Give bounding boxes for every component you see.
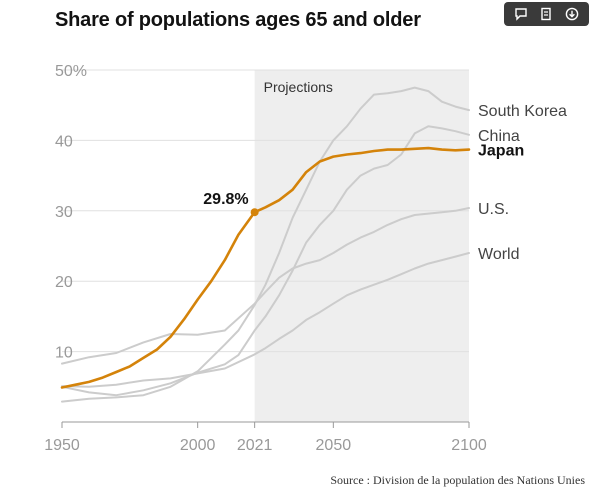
series-line-world — [61, 252, 470, 388]
series-label-japan: Japan — [478, 143, 524, 160]
x-tick-label-1950: 1950 — [44, 437, 80, 454]
document-icon[interactable] — [536, 4, 556, 24]
y-tick-label-40: 40 — [55, 133, 73, 150]
series-label-south-korea: South Korea — [478, 103, 567, 120]
y-tick-label-10: 10 — [55, 345, 73, 362]
x-tick-label-2050: 2050 — [316, 437, 352, 454]
projection-band — [254, 70, 469, 422]
series-line-south-korea — [61, 86, 470, 403]
annotation-label: 29.8% — [203, 191, 248, 208]
chart-title: Share of populations ages 65 and older — [55, 9, 421, 31]
series-line-u-s — [61, 207, 470, 365]
series-label-world: World — [478, 246, 520, 263]
series-label-china: China — [478, 128, 520, 145]
projection-label: Projections — [264, 79, 333, 95]
annotation-point — [250, 208, 259, 217]
x-tick-label-2000: 2000 — [180, 437, 216, 454]
source-note: Source : Division de la population des N… — [330, 473, 585, 487]
y-tick-label-50: 50% — [55, 63, 87, 80]
y-tick-label-30: 30 — [55, 204, 73, 221]
y-tick-label-20: 20 — [55, 274, 73, 291]
series-line-japan — [60, 146, 471, 389]
series-label-u-s: U.S. — [478, 201, 509, 218]
download-icon[interactable] — [562, 4, 582, 24]
series-line-china — [61, 125, 470, 397]
toolbar — [504, 2, 589, 26]
x-tick-label-2021: 2021 — [237, 437, 273, 454]
x-tick-label-2100: 2100 — [451, 437, 487, 454]
comment-icon[interactable] — [511, 4, 531, 24]
